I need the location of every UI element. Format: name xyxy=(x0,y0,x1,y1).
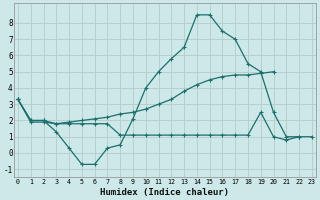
X-axis label: Humidex (Indice chaleur): Humidex (Indice chaleur) xyxy=(100,188,229,197)
